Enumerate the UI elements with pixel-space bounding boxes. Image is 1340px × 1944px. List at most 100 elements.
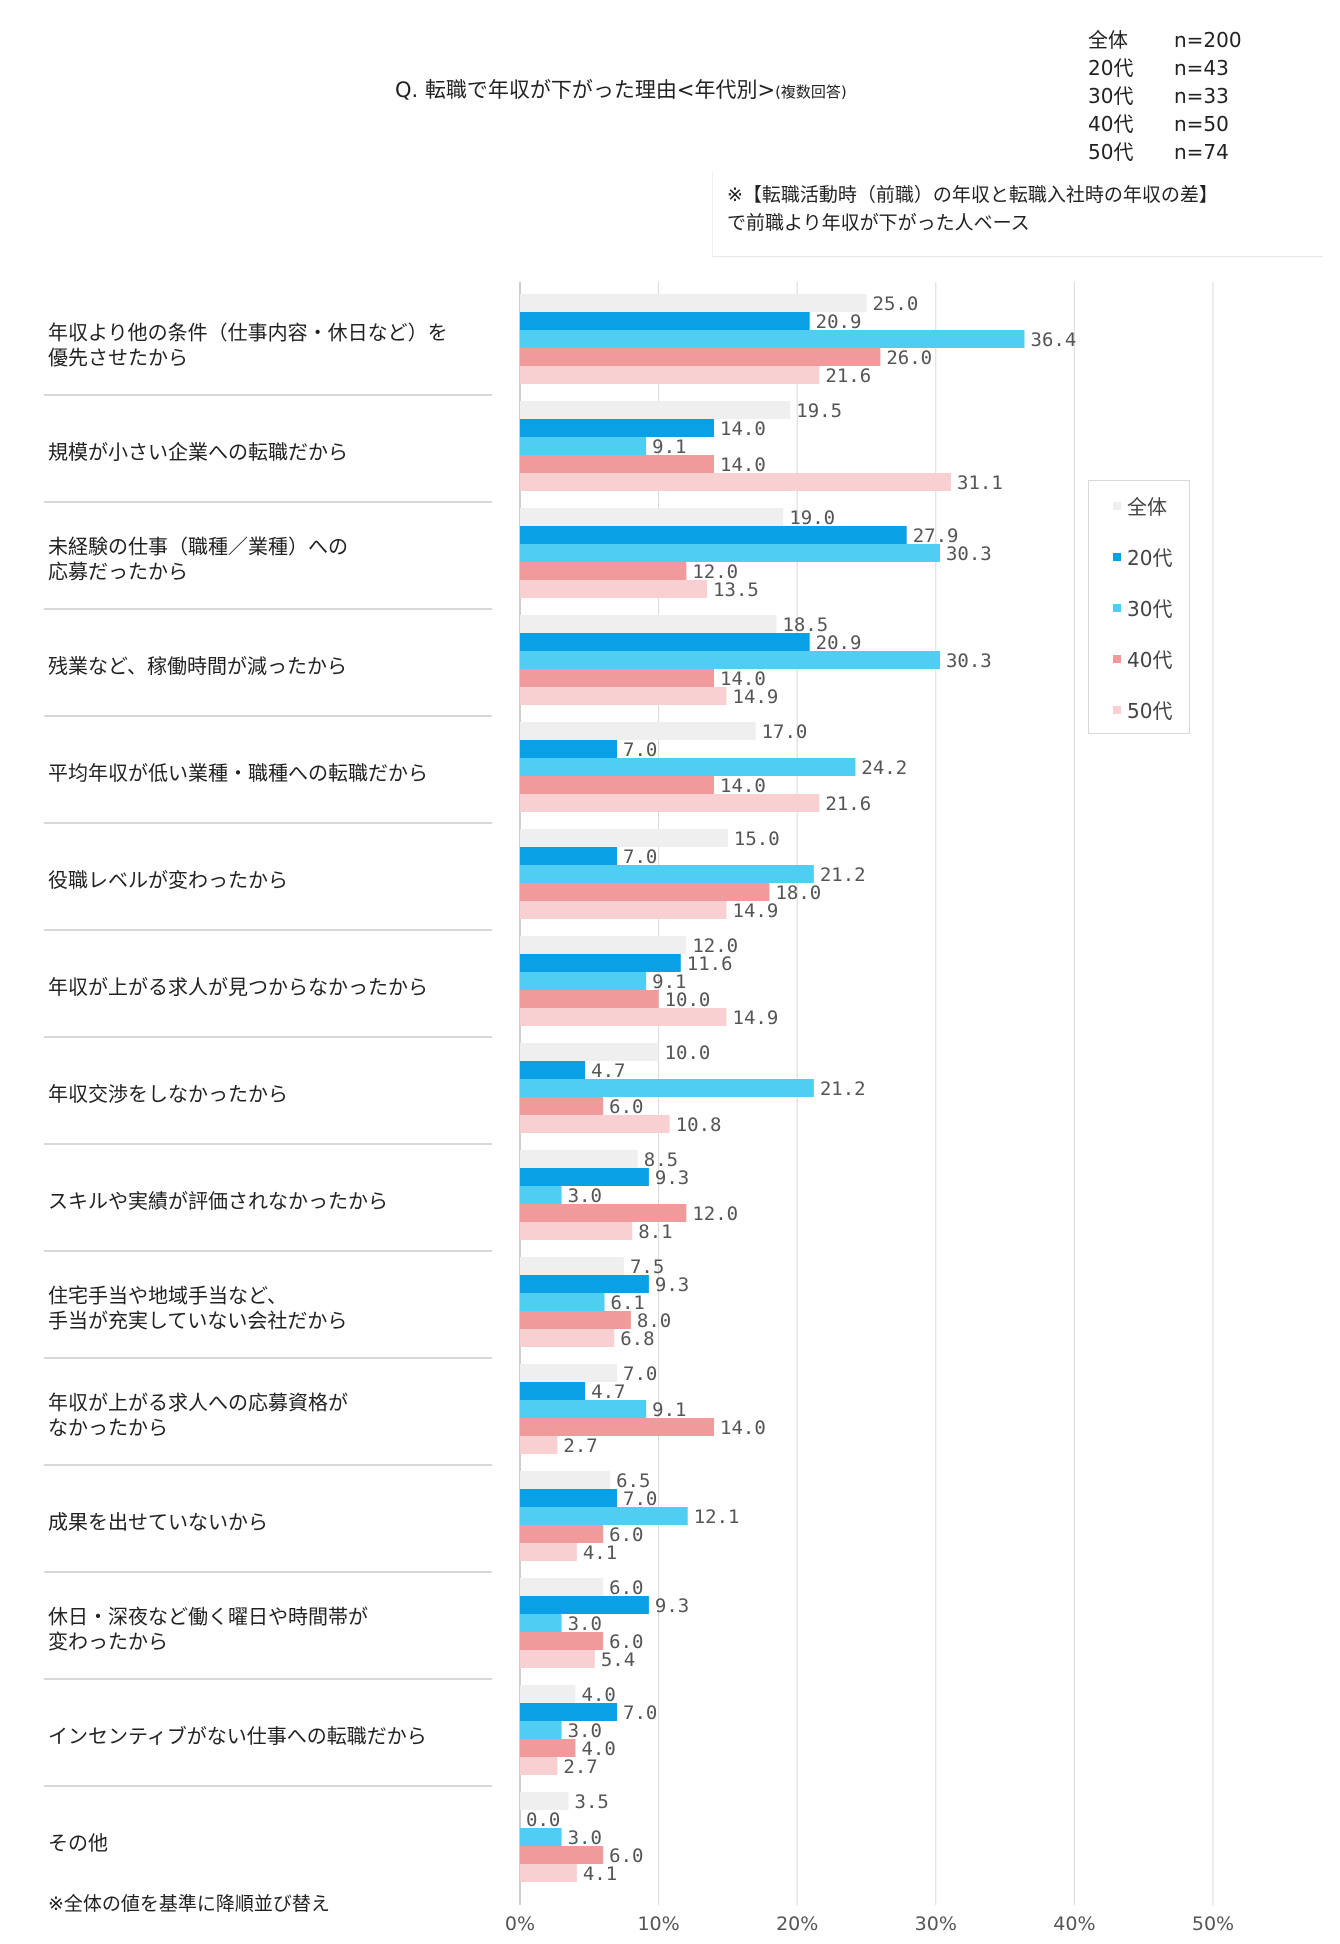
bar-50代 — [520, 1329, 615, 1347]
bar-50代 — [520, 473, 952, 491]
sample-row: 40代 n=50 — [1088, 110, 1242, 138]
data-label: 0.0 — [526, 1809, 560, 1831]
data-label: 8.1 — [638, 1221, 672, 1243]
data-label: 12.0 — [692, 935, 738, 957]
bar-30代 — [520, 1614, 562, 1632]
legend-swatch — [1113, 654, 1121, 663]
category-label: 優先させたから — [48, 346, 188, 370]
sample-row: 30代 n=33 — [1088, 82, 1242, 110]
data-label: 4.0 — [581, 1738, 615, 1760]
bar-20代 — [520, 1061, 586, 1079]
legend-item-all: 全体 — [1113, 491, 1167, 520]
bar-30代 — [520, 1721, 562, 1739]
x-tick-label: 50% — [1192, 1913, 1234, 1935]
bar-40代 — [520, 455, 715, 473]
data-label: 12.0 — [692, 561, 738, 583]
data-label: 5.4 — [601, 1649, 635, 1671]
bar-20代 — [520, 1489, 618, 1507]
category-label: インセンティブがない仕事への転職だから — [48, 1724, 427, 1748]
category-label: 残業など、稼働時間が減ったから — [48, 654, 347, 678]
bar-30代 — [520, 651, 940, 669]
data-label: 19.0 — [789, 507, 835, 529]
legend-label: 50代 — [1127, 699, 1173, 723]
bar-50代 — [520, 1650, 595, 1668]
bar-全体 — [520, 1578, 604, 1596]
data-label: 21.6 — [825, 793, 871, 815]
bar-40代 — [520, 1418, 715, 1436]
bar-30代 — [520, 1186, 562, 1204]
data-label: 14.9 — [733, 686, 779, 708]
bar-20代 — [520, 312, 810, 330]
data-label: 17.0 — [762, 721, 808, 743]
x-tick-label: 40% — [1053, 1913, 1095, 1935]
data-label: 9.1 — [652, 436, 686, 458]
data-label: 14.0 — [720, 668, 766, 690]
data-label: 27.9 — [913, 525, 959, 547]
bar-20代 — [520, 1596, 649, 1614]
bar-30代 — [520, 972, 647, 990]
category-label: 平均年収が低い業種・職種への転職だから — [48, 761, 428, 785]
legend-label: 全体 — [1127, 495, 1167, 519]
bar-全体 — [520, 294, 867, 312]
data-label: 15.0 — [734, 828, 780, 850]
bar-50代 — [520, 901, 727, 919]
base-note: ※【転職活動時（前職）の年収と転職入社時の年収の差】 で前職より年収が下がった人… — [712, 172, 1323, 257]
bar-20代 — [520, 1382, 586, 1400]
sample-size-table: 全体 n=200 20代 n=43 30代 n=33 40代 n=50 50代 n=74 — [1088, 26, 1242, 166]
data-label: 6.5 — [616, 1470, 650, 1492]
bar-40代 — [520, 348, 881, 366]
bar-40代 — [520, 669, 715, 687]
category-label: 休日・深夜など働く曜日や時間帯が — [48, 1605, 368, 1629]
data-label: 8.5 — [644, 1149, 678, 1171]
legend-item-50s: 50代 — [1113, 695, 1172, 724]
bar-40代 — [520, 990, 659, 1008]
data-label: 7.5 — [630, 1256, 664, 1278]
bar-50代 — [520, 1222, 633, 1240]
data-label: 8.0 — [637, 1310, 671, 1332]
sample-n: n=43 — [1174, 56, 1229, 80]
legend-item-30s: 30代 — [1113, 593, 1172, 622]
data-label: 3.0 — [568, 1827, 602, 1849]
bar-全体 — [520, 615, 777, 633]
category-label: 年収が上がる求人への応募資格が — [48, 1391, 348, 1415]
data-label: 3.0 — [568, 1613, 602, 1635]
legend-swatch — [1113, 603, 1121, 612]
data-label: 6.0 — [609, 1577, 643, 1599]
category-label: なかったから — [48, 1416, 168, 1440]
category-label: 成果を出せていないから — [48, 1510, 268, 1534]
data-label: 3.0 — [568, 1720, 602, 1742]
base-note-line2: で前職より年収が下がった人ベース — [727, 212, 1030, 234]
data-label: 6.0 — [609, 1524, 643, 1546]
data-label: 9.3 — [655, 1274, 689, 1296]
bar-30代 — [520, 1507, 688, 1525]
data-label: 14.9 — [733, 1007, 779, 1029]
sample-n: n=50 — [1174, 112, 1229, 136]
bar-40代 — [520, 1739, 576, 1757]
bar-20代 — [520, 847, 618, 865]
bar-全体 — [520, 936, 687, 954]
bar-40代 — [520, 883, 770, 901]
data-label: 6.0 — [609, 1845, 643, 1867]
bar-20代 — [520, 740, 618, 758]
sample-row: 全体 n=200 — [1088, 26, 1242, 54]
legend-swatch — [1113, 705, 1121, 714]
legend-label: 30代 — [1127, 597, 1173, 621]
data-label: 10.0 — [665, 989, 711, 1011]
bar-40代 — [520, 1632, 604, 1650]
bar-50代 — [520, 580, 708, 598]
category-label: 応募だったから — [48, 560, 188, 584]
bar-30代 — [520, 1079, 814, 1097]
data-label: 7.0 — [623, 739, 657, 761]
bar-20代 — [520, 526, 907, 544]
data-label: 30.3 — [946, 650, 992, 672]
category-label: 役職レベルが変わったから — [48, 868, 288, 892]
bar-50代 — [520, 366, 820, 384]
data-label: 14.0 — [720, 775, 766, 797]
bar-40代 — [520, 776, 715, 794]
bar-50代 — [520, 1436, 558, 1454]
legend-label: 20代 — [1127, 546, 1173, 570]
data-label: 9.3 — [655, 1167, 689, 1189]
bar-全体 — [520, 508, 784, 526]
chart-title: Q. 転職で年収が下がった理由<年代別>(複数回答) — [395, 74, 847, 104]
bar-40代 — [520, 1204, 687, 1222]
